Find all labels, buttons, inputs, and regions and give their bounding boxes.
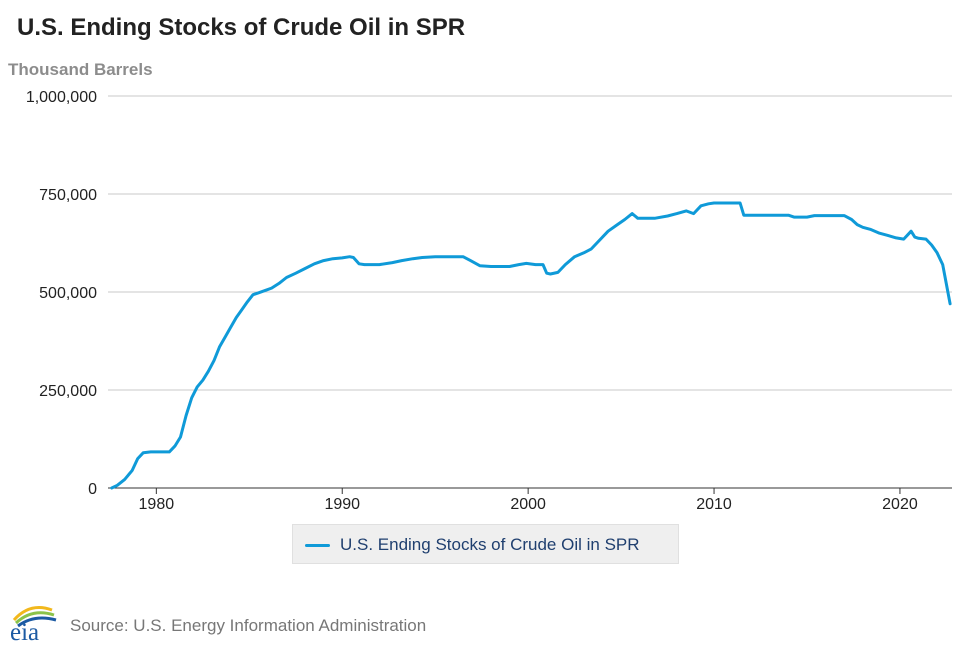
footer: eia Source: U.S. Energy Information Admi… — [8, 600, 608, 644]
series-line[interactable] — [110, 201, 952, 490]
x-tick-label: 2000 — [510, 496, 546, 513]
svg-text:eia: eia — [10, 619, 39, 644]
legend-label: U.S. Ending Stocks of Crude Oil in SPR — [340, 535, 640, 554]
y-axis-units-label: Thousand Barrels — [8, 60, 153, 79]
legend[interactable]: U.S. Ending Stocks of Crude Oil in SPR — [292, 524, 679, 564]
legend-swatch — [305, 544, 330, 547]
y-tick-label: 750,000 — [39, 187, 97, 204]
y-tick-label: 1,000,000 — [26, 89, 97, 106]
source-note: Source: U.S. Energy Information Administ… — [70, 616, 427, 635]
grid-lines — [108, 95, 952, 489]
eia-logo-icon: eia — [10, 606, 57, 644]
x-tick-label: 2010 — [696, 496, 732, 513]
x-tick-label: 1990 — [324, 496, 360, 513]
chart-title: U.S. Ending Stocks of Crude Oil in SPR — [17, 14, 466, 41]
y-axis-tick-labels: 0 250,000 500,000 750,000 1,000,000 — [26, 89, 97, 498]
x-axis-tick-labels: 1980 1990 2000 2010 2020 — [139, 488, 918, 513]
y-tick-label: 0 — [88, 481, 97, 498]
x-tick-label: 1980 — [139, 496, 175, 513]
line-chart: 0 250,000 500,000 750,000 1,000,000 1980 1990… — [26, 89, 952, 513]
y-tick-label: 250,000 — [39, 383, 97, 400]
y-tick-label: 500,000 — [39, 285, 97, 302]
x-tick-label: 2020 — [882, 496, 918, 513]
series-group — [110, 201, 952, 490]
